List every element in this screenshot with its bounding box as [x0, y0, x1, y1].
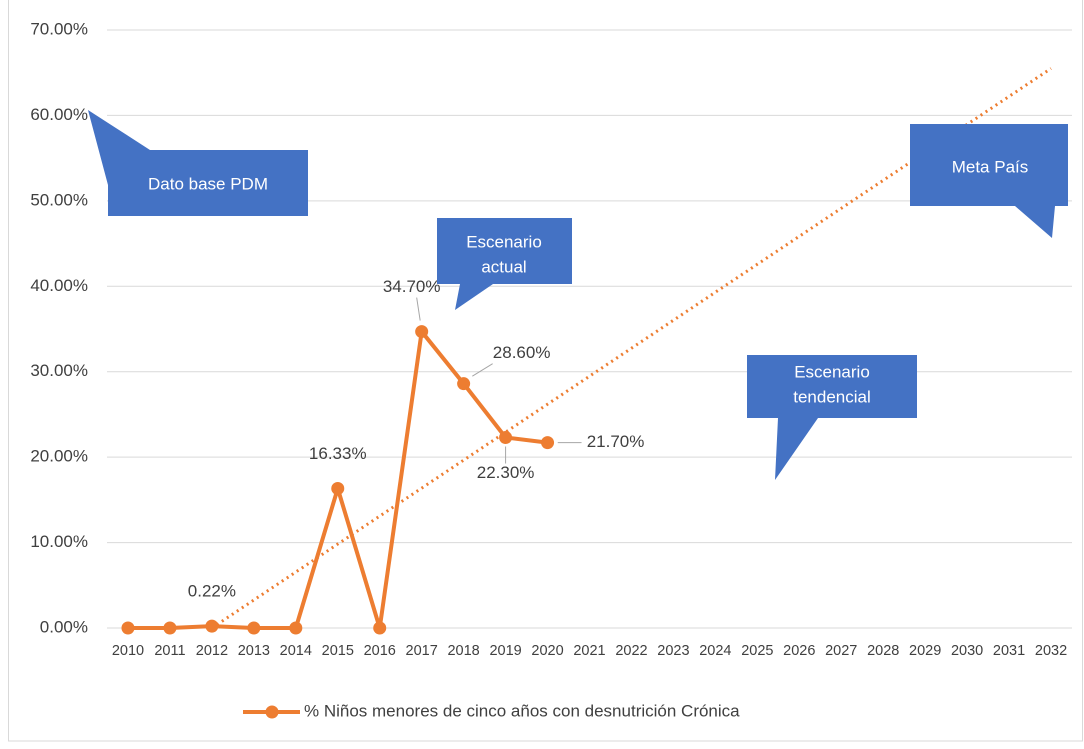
x-tick-label: 2030 [951, 643, 983, 659]
x-tick-label: 2029 [909, 643, 941, 659]
data-label: 28.60% [493, 343, 551, 362]
callout-shape [437, 218, 572, 310]
x-tick-label: 2031 [993, 643, 1025, 659]
y-tick-label: 0.00% [40, 617, 88, 636]
data-point [331, 481, 345, 495]
callout-escenario-actual: Escenario actual [437, 218, 572, 310]
data-point [247, 621, 261, 635]
y-tick-label: 20.00% [30, 447, 88, 466]
x-tick-label: 2019 [489, 643, 521, 659]
data-point [205, 619, 219, 633]
data-point [499, 430, 513, 444]
x-tick-label: 2027 [825, 643, 857, 659]
legend: % Niños menores de cinco años con desnut… [243, 701, 740, 720]
y-tick-label: 10.00% [30, 532, 88, 551]
x-tick-label: 2016 [364, 643, 396, 659]
x-tick-label: 2022 [615, 643, 647, 659]
x-tick-label: 2023 [657, 643, 689, 659]
data-point [163, 621, 177, 635]
x-tick-label: 2028 [867, 643, 899, 659]
x-tick-label: 2024 [699, 643, 731, 659]
callout-text: Escenario [794, 362, 870, 381]
data-label: 0.22% [188, 582, 236, 601]
callout-shape [910, 124, 1068, 238]
callout-text: actual [481, 257, 526, 276]
callout-text: Meta País [952, 157, 1029, 176]
callout-text: Dato base PDM [148, 174, 268, 193]
x-tick-label: 2014 [280, 643, 312, 659]
x-tick-label: 2018 [447, 643, 479, 659]
grid: 0.00% 10.00% 20.00% 30.00% 40.00% 50.00% 60.00… [30, 19, 1072, 659]
x-tick-label: 2020 [531, 643, 563, 659]
legend-label: % Niños menores de cinco años con desnut… [304, 701, 740, 720]
callout-text: tendencial [793, 387, 871, 406]
x-tick-label: 2012 [196, 643, 228, 659]
x-tick-label: 2026 [783, 643, 815, 659]
x-tick-label: 2011 [154, 643, 185, 659]
legend-marker [265, 705, 279, 719]
x-tick-label: 2015 [322, 643, 354, 659]
x-tick-label: 2021 [573, 643, 605, 659]
leader-line [472, 363, 493, 377]
data-point [415, 325, 429, 339]
data-label: 16.33% [309, 444, 367, 463]
y-tick-label: 50.00% [30, 190, 88, 209]
leader-line [416, 297, 421, 321]
data-label: 21.70% [587, 432, 645, 451]
y-tick-label: 70.00% [30, 19, 88, 38]
data-point [373, 621, 387, 635]
callout-meta-pais: Meta País [910, 124, 1068, 238]
data-point [541, 436, 555, 450]
callout-escenario-tendencial: Escenario tendencial [747, 355, 917, 480]
callout-shape [747, 355, 917, 480]
x-tick-label: 2025 [741, 643, 773, 659]
y-tick-label: 60.00% [30, 105, 88, 124]
plot-layer: 0.22% 16.33% 34.70% 28.60% 22.30% 21.70% [121, 277, 645, 635]
data-label: 22.30% [477, 463, 535, 482]
x-tick-label: 2013 [238, 643, 270, 659]
data-point [121, 621, 135, 635]
callout-text: Escenario [466, 232, 542, 251]
callout-shape [88, 110, 308, 216]
x-tick-label: 2032 [1035, 643, 1067, 659]
x-tick-label: 2017 [406, 643, 438, 659]
y-tick-label: 40.00% [30, 276, 88, 295]
chart-border [8, 0, 1083, 742]
callout-dato-base: Dato base PDM [88, 110, 308, 216]
data-label: 34.70% [383, 277, 441, 296]
x-tick-label: 2010 [112, 643, 144, 659]
data-point [289, 621, 303, 635]
data-point [457, 377, 471, 391]
y-tick-label: 30.00% [30, 361, 88, 380]
